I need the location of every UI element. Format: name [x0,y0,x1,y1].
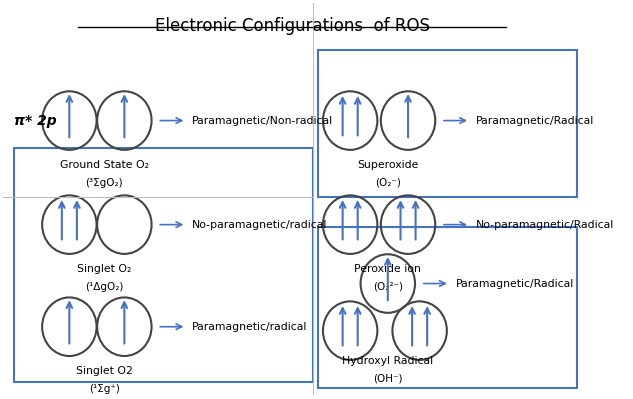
Text: Paramagnetic/Non-radical: Paramagnetic/Non-radical [192,116,333,126]
Text: Ground State O₂: Ground State O₂ [60,160,149,170]
Text: (³ΣgO₂): (³ΣgO₂) [85,178,123,188]
Text: (¹Σg⁺): (¹Σg⁺) [89,384,120,394]
Text: Hydroxyl Radical: Hydroxyl Radical [342,356,434,366]
Text: π* 2p: π* 2p [15,114,57,128]
Text: No-paramagnetic/Radical: No-paramagnetic/Radical [476,219,614,230]
Text: Singlet O₂: Singlet O₂ [77,264,131,274]
Text: Paramagnetic/Radical: Paramagnetic/Radical [456,279,573,288]
Text: No-paramagnetic/radical: No-paramagnetic/radical [192,219,327,230]
Bar [318,227,577,387]
Text: Singlet O2: Singlet O2 [76,366,132,376]
Text: Paramagnetic/Radical: Paramagnetic/Radical [476,116,594,126]
Text: (OH⁻): (OH⁻) [373,373,403,383]
Text: Superoxide: Superoxide [357,160,418,170]
Text: (O₂⁻): (O₂⁻) [375,178,401,188]
Text: Electronic Configurations  of ROS: Electronic Configurations of ROS [154,16,430,35]
Text: (O₂²⁻): (O₂²⁻) [373,282,403,292]
Bar [15,148,313,382]
Text: (¹ΔgO₂): (¹ΔgO₂) [85,282,123,292]
Text: Paramagnetic/radical: Paramagnetic/radical [192,322,308,332]
Bar [318,50,577,197]
Text: Peroxide ion: Peroxide ion [354,264,421,274]
